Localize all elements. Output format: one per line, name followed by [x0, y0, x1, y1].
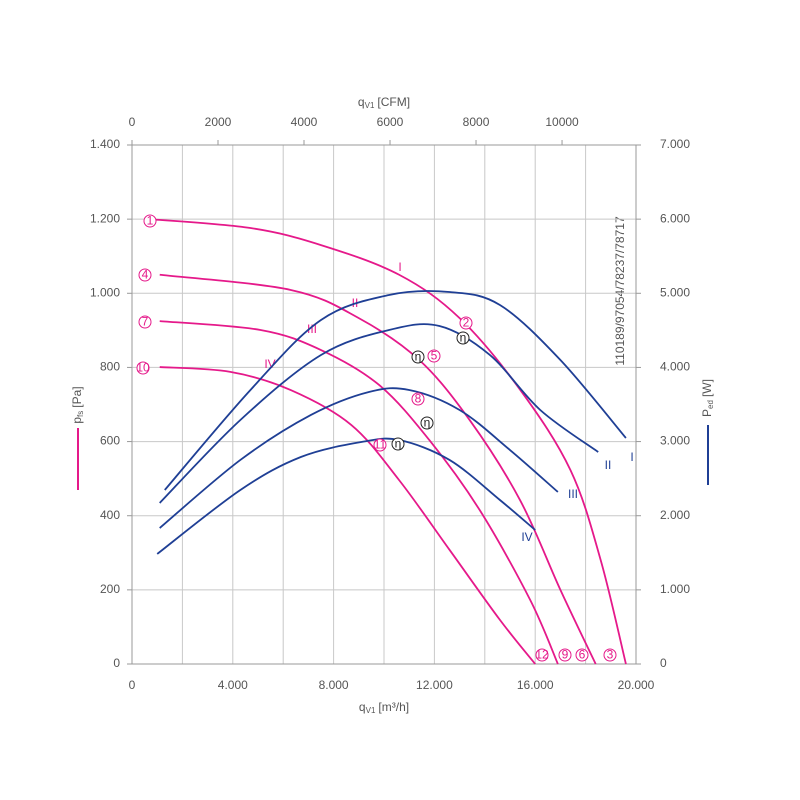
x-tick-label: 16.000 [517, 678, 554, 692]
y-tick-label: 200 [100, 582, 120, 596]
annotation: η [460, 331, 467, 345]
annotation-circle [558, 648, 572, 662]
plot-frame [131, 144, 637, 665]
y-axis-title-main: p [70, 417, 84, 424]
x2-axis-title: qV1 [CFM] [358, 95, 410, 110]
y2-axis-title-sub: ed [706, 400, 715, 409]
curve [156, 437, 536, 555]
annotation-circle [411, 392, 425, 406]
annotation: 9 [562, 648, 569, 662]
annotation-circle [535, 648, 549, 662]
x2-tick-label: 8000 [463, 115, 490, 129]
annotation-circle [456, 331, 470, 345]
annotation-circle [143, 214, 157, 228]
curve [159, 387, 559, 529]
annotation: 4 [142, 268, 149, 282]
x2-axis-title-main: q [358, 95, 365, 109]
annotation: 11 [374, 438, 387, 452]
y2-axis-title-unit: [W] [700, 379, 714, 397]
curve [159, 366, 536, 665]
curve-label: III [568, 487, 578, 501]
annotation-circle [427, 349, 441, 363]
annotation: 6 [579, 648, 586, 662]
x-axis-title-main: q [359, 700, 366, 714]
x2-tick-label: 6000 [377, 115, 404, 129]
y2-tick-label: 2.000 [660, 508, 690, 522]
curve [159, 273, 597, 665]
x2-axis-title-unit: [CFM] [377, 95, 410, 109]
annotation-circle [459, 316, 473, 330]
annotation-circle [373, 438, 387, 452]
y-tick-label: 1.000 [90, 285, 120, 299]
annotation: 8 [415, 392, 422, 406]
y-tick-label: 400 [100, 508, 120, 522]
curve [159, 323, 599, 504]
y2-tick-label: 1.000 [660, 582, 690, 596]
curve-label: I [398, 260, 401, 274]
annotation: 7 [142, 315, 149, 329]
y-tick-label: 800 [100, 360, 120, 374]
y-tick-label: 600 [100, 434, 120, 448]
annotation: 10 [136, 361, 150, 375]
y2-axis-title-main: P [700, 409, 714, 417]
curve [159, 320, 559, 665]
annotation-circle [138, 268, 152, 282]
y-axis-title: pfs [Pa] [70, 386, 85, 423]
annotation: η [424, 416, 431, 430]
x-tick-label: 20.000 [618, 678, 655, 692]
annotation-circle [603, 648, 617, 662]
x2-axis-title-sub: V1 [365, 101, 375, 110]
side-note: 110189/97054/78237/78717 [613, 216, 627, 366]
x2-tick-label: 2000 [205, 115, 232, 129]
annotation-circle [138, 315, 152, 329]
annotation: 2 [463, 316, 470, 330]
curve [149, 218, 627, 665]
annotation: η [395, 437, 402, 451]
annotation: 3 [607, 648, 614, 662]
annotation-circle [391, 437, 405, 451]
curve-label: II [605, 458, 612, 472]
annotation-circle [420, 416, 434, 430]
x-tick-label: 12.000 [416, 678, 453, 692]
y-axis-title-sub: fs [76, 411, 85, 417]
y-tick-label: 1.200 [90, 211, 120, 225]
x-axis-title-unit: [m³/h] [378, 700, 409, 714]
y2-tick-label: 5.000 [660, 285, 690, 299]
annotation: η [415, 350, 422, 364]
x-tick-label: 8.000 [319, 678, 349, 692]
annotation: 12 [535, 648, 549, 662]
curve-label: III [307, 322, 317, 336]
curve-label: IV [264, 357, 275, 371]
y2-axis-title: Ped [W] [700, 379, 715, 417]
y-axis-title-unit: [Pa] [70, 386, 84, 407]
annotation: 5 [431, 349, 438, 363]
y2-tick-label: 0 [660, 656, 667, 670]
annotation-circle [411, 350, 425, 364]
y-tick-label: 1.400 [90, 137, 120, 151]
y2-tick-label: 6.000 [660, 211, 690, 225]
curve [164, 290, 627, 491]
annotation-circle [575, 648, 589, 662]
x-tick-label: 4.000 [218, 678, 248, 692]
x-tick-label: 0 [129, 678, 136, 692]
y2-tick-label: 3.000 [660, 434, 690, 448]
x-axis-title-sub: V1 [366, 706, 376, 715]
x2-tick-label: 10000 [545, 115, 579, 129]
x-axis-title: qV1 [m³/h] [359, 700, 409, 715]
y2-tick-label: 7.000 [660, 137, 690, 151]
x2-tick-label: 0 [129, 115, 136, 129]
y-tick-label: 0 [113, 656, 120, 670]
y2-tick-label: 4.000 [660, 360, 690, 374]
curve-label: I [630, 450, 633, 464]
x2-tick-label: 4000 [291, 115, 318, 129]
annotation: 1 [147, 214, 154, 228]
curve-label: IV [521, 530, 532, 544]
annotation-circle [136, 361, 150, 375]
